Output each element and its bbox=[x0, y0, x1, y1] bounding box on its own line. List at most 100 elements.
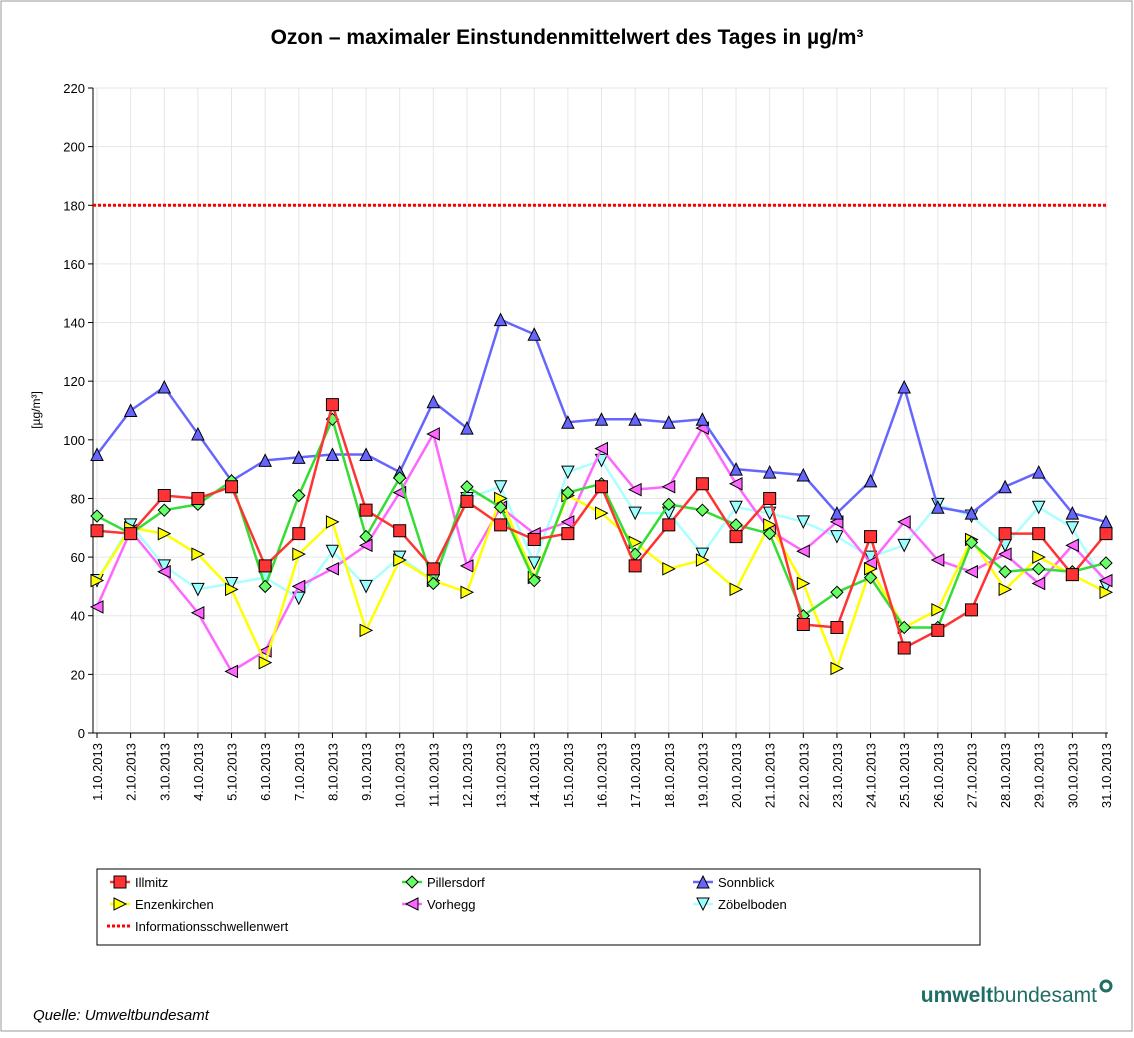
point bbox=[325, 562, 339, 576]
point bbox=[628, 482, 642, 497]
point bbox=[931, 500, 945, 514]
legend-label: Pillersdorf bbox=[427, 875, 485, 890]
x-tick-label: 1.10.2013 bbox=[90, 743, 105, 801]
x-tick-label: 17.10.2013 bbox=[628, 743, 643, 808]
point bbox=[595, 480, 608, 494]
point bbox=[291, 591, 306, 606]
point bbox=[1065, 538, 1079, 553]
x-tick-label: 12.10.2013 bbox=[460, 743, 475, 808]
point bbox=[1099, 556, 1113, 570]
legend-marker bbox=[405, 875, 419, 889]
y-tick-label: 0 bbox=[78, 726, 85, 741]
point bbox=[123, 403, 138, 417]
point bbox=[460, 585, 475, 600]
point bbox=[292, 527, 306, 541]
point bbox=[191, 547, 206, 561]
point bbox=[796, 618, 810, 632]
point bbox=[863, 570, 878, 585]
point bbox=[695, 553, 710, 567]
point bbox=[359, 503, 373, 517]
point bbox=[393, 553, 407, 567]
point bbox=[1065, 568, 1079, 582]
point bbox=[359, 529, 373, 544]
point bbox=[157, 564, 171, 579]
point bbox=[493, 312, 508, 327]
x-tick-label: 30.10.2013 bbox=[1065, 743, 1080, 808]
point bbox=[90, 573, 105, 588]
point bbox=[763, 491, 777, 505]
point bbox=[796, 515, 811, 530]
point bbox=[561, 485, 575, 500]
point bbox=[225, 480, 239, 494]
point bbox=[1031, 464, 1046, 479]
point bbox=[863, 473, 878, 488]
point bbox=[897, 620, 911, 635]
legend-marker bbox=[696, 897, 710, 912]
legend-label: Informationsschwellenwert bbox=[135, 919, 289, 934]
point bbox=[493, 480, 508, 494]
y-tick-label: 60 bbox=[71, 550, 85, 565]
x-tick-label: 4.10.2013 bbox=[191, 743, 206, 801]
point bbox=[661, 479, 676, 494]
point bbox=[1099, 585, 1114, 600]
x-tick-label: 5.10.2013 bbox=[225, 743, 240, 801]
x-tick-label: 13.10.2013 bbox=[494, 743, 509, 808]
x-tick-label: 26.10.2013 bbox=[931, 743, 946, 808]
point bbox=[964, 603, 978, 617]
x-tick-label: 21.10.2013 bbox=[763, 743, 778, 808]
x-tick-label: 11.10.2013 bbox=[426, 743, 441, 807]
point bbox=[830, 585, 844, 599]
point bbox=[897, 379, 912, 394]
point bbox=[930, 553, 945, 567]
point bbox=[225, 582, 239, 597]
point bbox=[762, 526, 777, 541]
point bbox=[729, 530, 743, 544]
legend-label: Illmitz bbox=[135, 875, 168, 890]
point bbox=[359, 447, 373, 461]
logo: umweltbundesamt bbox=[921, 984, 1097, 1007]
point bbox=[157, 526, 172, 541]
point bbox=[964, 564, 978, 579]
point bbox=[729, 500, 743, 515]
legend-marker bbox=[113, 875, 127, 889]
x-tick-label: 9.10.2013 bbox=[359, 743, 374, 801]
point bbox=[426, 394, 441, 409]
point bbox=[1031, 500, 1046, 515]
point bbox=[762, 464, 777, 479]
point bbox=[1031, 576, 1046, 591]
legend bbox=[96, 868, 981, 946]
point bbox=[661, 415, 676, 429]
point bbox=[460, 420, 474, 435]
point bbox=[527, 327, 542, 341]
point bbox=[595, 506, 609, 520]
x-tick-label: 24.10.2013 bbox=[864, 743, 879, 808]
point bbox=[258, 579, 272, 594]
point bbox=[124, 527, 138, 541]
point bbox=[90, 509, 104, 523]
point bbox=[561, 415, 575, 429]
point bbox=[426, 427, 440, 441]
point bbox=[191, 582, 205, 597]
point bbox=[997, 547, 1012, 561]
point bbox=[157, 503, 171, 517]
logo-mark bbox=[1099, 979, 1113, 993]
y-tick-label: 160 bbox=[63, 257, 85, 272]
point bbox=[325, 447, 340, 461]
point bbox=[90, 524, 104, 538]
point bbox=[998, 565, 1012, 579]
point bbox=[527, 556, 542, 571]
point bbox=[325, 544, 340, 559]
point bbox=[897, 538, 912, 553]
point bbox=[695, 547, 710, 562]
point bbox=[1098, 573, 1113, 588]
point bbox=[830, 505, 844, 520]
x-tick-label: 6.10.2013 bbox=[258, 743, 273, 801]
point bbox=[292, 547, 306, 561]
point bbox=[359, 579, 373, 594]
point bbox=[89, 600, 104, 614]
point bbox=[426, 562, 440, 576]
x-tick-label: 28.10.2013 bbox=[998, 743, 1013, 808]
x-tick-label: 31.10.2013 bbox=[1099, 743, 1114, 808]
